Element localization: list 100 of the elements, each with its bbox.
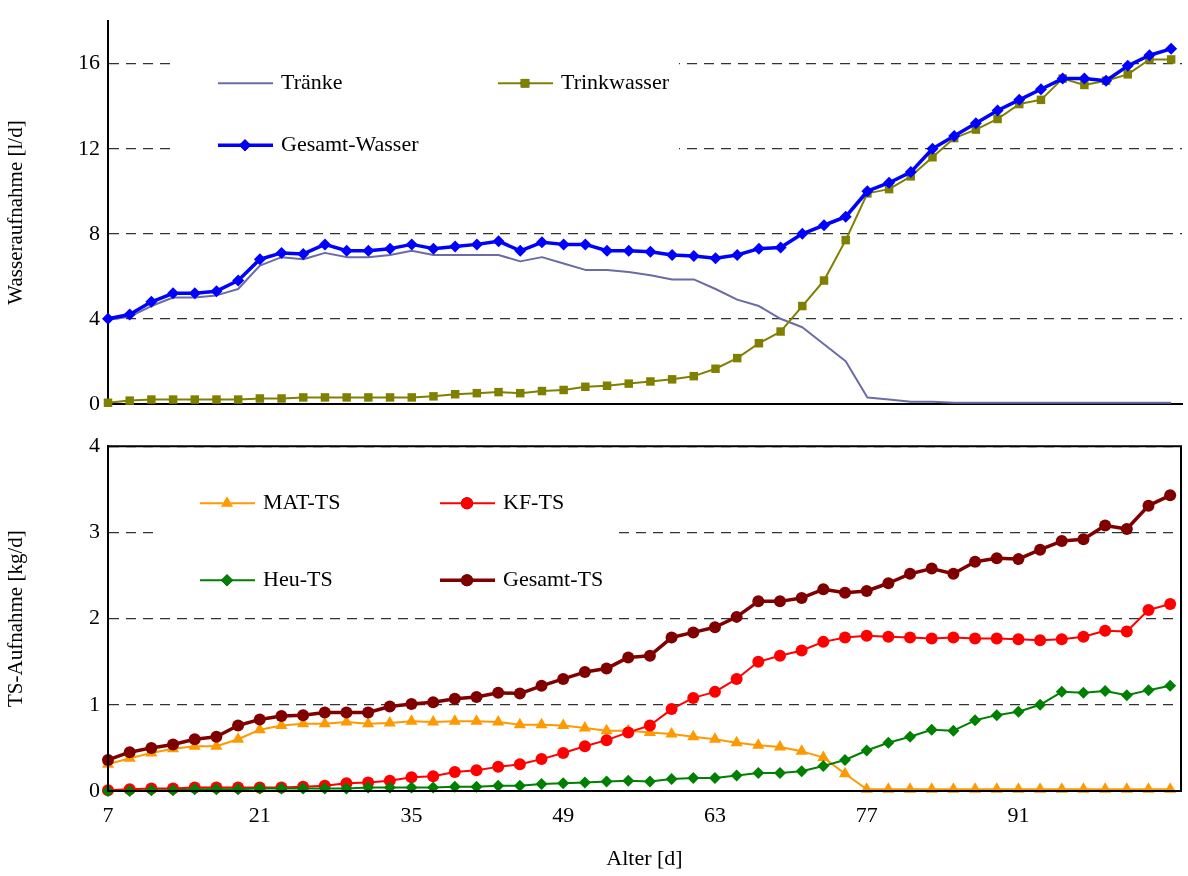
point	[253, 253, 266, 266]
point	[708, 621, 721, 634]
point	[513, 687, 526, 700]
point	[557, 777, 570, 790]
point	[470, 714, 483, 725]
point	[925, 723, 938, 736]
point	[665, 631, 678, 644]
point	[492, 235, 505, 248]
point	[188, 733, 201, 746]
point	[492, 686, 505, 699]
point	[883, 176, 896, 189]
x-tick-label: 35	[400, 801, 423, 827]
legend-label: MAT-TS	[263, 488, 341, 514]
y-tick-label: 0	[89, 389, 100, 415]
point	[448, 714, 461, 725]
point	[773, 649, 786, 662]
point	[925, 562, 938, 575]
point	[1099, 519, 1112, 532]
point	[860, 744, 873, 757]
point	[817, 583, 830, 596]
point	[665, 727, 678, 738]
point	[990, 709, 1003, 722]
point	[969, 714, 982, 727]
point	[429, 392, 438, 401]
point	[624, 379, 633, 388]
point	[600, 723, 613, 735]
point	[1012, 633, 1025, 646]
point	[448, 766, 461, 779]
y-tick-label: 3	[89, 518, 100, 544]
point	[275, 246, 288, 259]
point	[535, 778, 548, 791]
point	[102, 312, 114, 325]
point	[752, 595, 765, 608]
point	[600, 662, 613, 675]
point	[147, 395, 156, 404]
point	[277, 394, 286, 403]
point	[145, 741, 158, 754]
point	[665, 772, 678, 785]
point	[1077, 533, 1090, 546]
x-tick-label: 63	[703, 801, 726, 827]
point	[492, 760, 505, 773]
point	[990, 552, 1003, 565]
point	[255, 394, 265, 403]
point	[839, 631, 852, 644]
point	[776, 327, 785, 336]
point	[731, 249, 744, 262]
point	[1034, 634, 1047, 647]
point	[817, 635, 830, 648]
point	[990, 632, 1003, 645]
point	[860, 585, 873, 598]
point	[492, 715, 505, 726]
point	[513, 717, 526, 729]
point	[1013, 93, 1026, 106]
point	[798, 301, 807, 311]
point	[882, 577, 895, 590]
point	[1166, 55, 1176, 64]
point	[687, 691, 700, 704]
y-tick-label: 0	[89, 776, 100, 802]
point	[1164, 679, 1177, 692]
x-tick-label: 21	[248, 801, 271, 827]
y-tick-label: 1	[89, 690, 100, 716]
y-tick-label: 4	[89, 431, 100, 457]
point	[364, 393, 373, 402]
point	[708, 685, 721, 698]
point	[861, 185, 874, 198]
point	[514, 244, 527, 257]
point	[557, 718, 570, 729]
point	[1121, 59, 1134, 72]
point	[297, 247, 310, 260]
point	[839, 753, 852, 766]
point	[123, 308, 136, 321]
point	[882, 630, 895, 643]
point	[602, 381, 612, 390]
point	[1123, 70, 1132, 79]
point	[125, 396, 134, 405]
point	[578, 740, 591, 753]
point	[947, 724, 960, 737]
point	[362, 706, 375, 719]
point	[665, 703, 678, 716]
legend-label: Tränke	[281, 68, 343, 94]
point	[904, 730, 917, 743]
point	[405, 697, 418, 710]
point	[1164, 597, 1177, 610]
point	[210, 730, 223, 743]
point	[449, 240, 462, 253]
point	[667, 375, 677, 384]
point	[1012, 705, 1025, 718]
point	[817, 750, 830, 761]
y-axis-title: TS-Aufnahme [kg/d]	[3, 530, 28, 707]
x-tick-label: 77	[855, 801, 878, 827]
y-tick-label: 16	[78, 49, 100, 75]
point	[969, 117, 982, 130]
point	[993, 114, 1002, 124]
point	[904, 166, 917, 179]
point	[275, 710, 288, 723]
point	[622, 726, 635, 739]
point	[646, 377, 655, 386]
point	[210, 285, 223, 298]
legend-label: KF-TS	[503, 488, 565, 514]
point	[711, 364, 720, 373]
